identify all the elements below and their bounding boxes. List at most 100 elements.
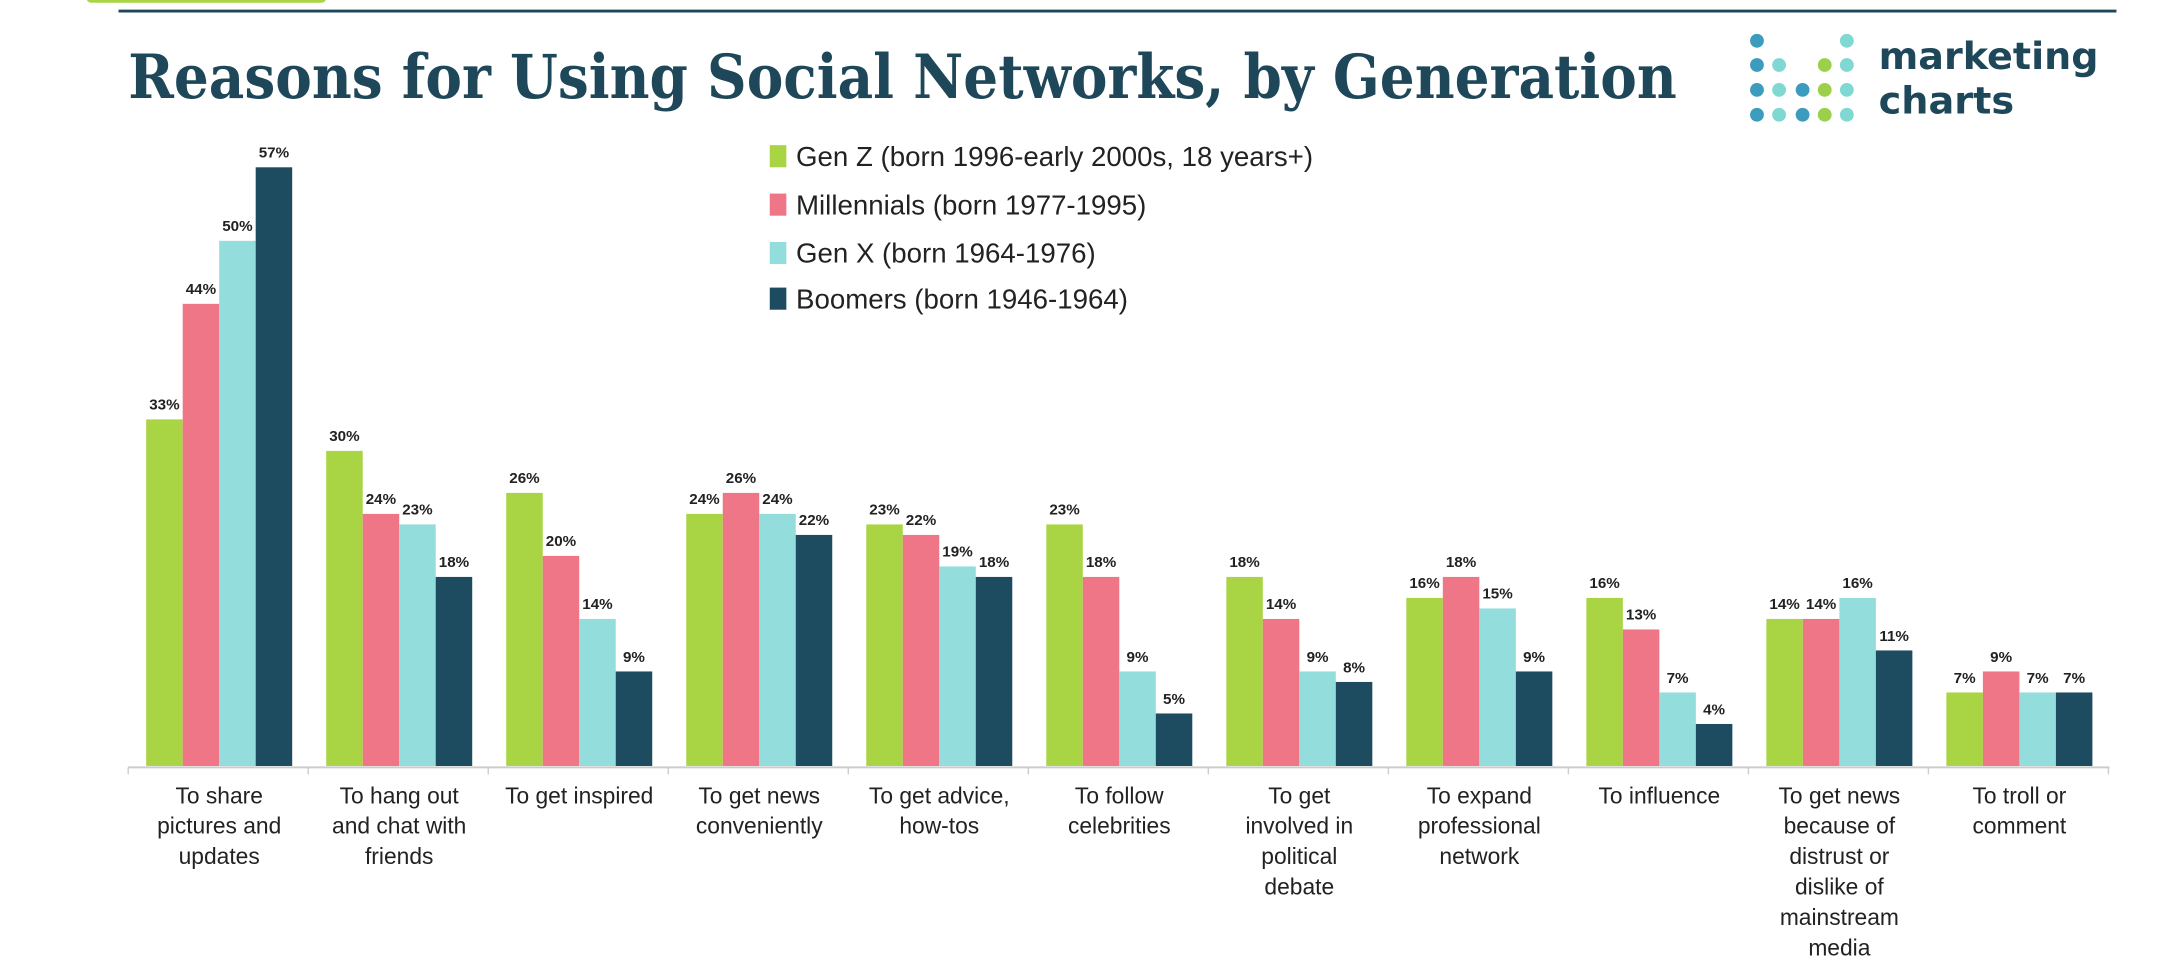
bar: [975, 576, 1013, 766]
data-label: 14%: [1806, 596, 1837, 613]
data-label: 24%: [689, 491, 720, 508]
category-label-line: To influence: [1599, 782, 1721, 808]
marketingcharts-logo: [1750, 33, 1854, 122]
data-label: 5%: [1163, 691, 1185, 708]
category-label-line: professional: [1418, 813, 1541, 839]
bar: [255, 167, 293, 766]
category-label-line: involved in: [1245, 813, 1353, 839]
bar: [1982, 671, 2020, 766]
data-label: 7%: [1667, 670, 1689, 687]
bar: [686, 513, 723, 766]
data-label: 18%: [1229, 554, 1260, 571]
bar: [1515, 671, 1553, 766]
category-label: To troll or comment: [1973, 782, 2067, 838]
data-label: 15%: [1482, 586, 1513, 603]
category-label-line: To get news: [1779, 782, 1901, 808]
bar: [1586, 597, 1623, 766]
bar: [219, 240, 256, 766]
bar: [1839, 597, 1876, 766]
bar: [939, 566, 976, 766]
data-label: 9%: [1127, 649, 1149, 666]
bar-group: 26% 20% 14% 9%: [506, 470, 653, 766]
bar-group: 7% 9% 7% 7%: [1946, 649, 2093, 766]
data-label: 16%: [1589, 575, 1620, 592]
data-label: 22%: [906, 512, 937, 529]
legend-item: Gen X (born 1964-1976): [769, 238, 1096, 269]
category-label-line: To get inspired: [505, 782, 653, 808]
category-label-line: pictures and: [157, 813, 281, 839]
legend-label: Gen Z (born 1996-early 2000s, 18 years+): [796, 141, 1313, 172]
bar: [1046, 524, 1083, 766]
category-label-line: To hang out: [340, 782, 460, 808]
bar: [615, 671, 653, 766]
data-label: 30%: [329, 428, 360, 445]
bar-group: 14% 14% 16% 11%: [1766, 575, 1913, 766]
category-label-line: media: [1808, 934, 1870, 960]
category-label-line: To follow: [1075, 782, 1164, 808]
bar: [722, 492, 760, 766]
bar: [1875, 650, 1913, 766]
bar-group: 16% 13% 7% 4%: [1586, 575, 1733, 766]
category-label-line: To share: [175, 782, 262, 808]
data-label: 19%: [942, 544, 973, 561]
bar: [1946, 692, 1983, 766]
data-label: 18%: [979, 554, 1010, 571]
category-label: To get involved in political debate: [1245, 782, 1353, 899]
bar: [1299, 671, 1336, 766]
data-label: 20%: [546, 533, 577, 550]
logo-dot: [1817, 58, 1832, 72]
data-label: 7%: [1954, 670, 1976, 687]
data-label: 57%: [259, 145, 290, 162]
legend-item: Boomers (born 1946-1964): [769, 283, 1128, 314]
data-label: 14%: [1769, 596, 1800, 613]
bar-group: 33% 44% 50% 57%: [146, 145, 293, 766]
bar: [506, 492, 543, 766]
category-label-line: To get news: [698, 782, 820, 808]
category-label: To get inspired: [505, 782, 653, 808]
data-label: 7%: [2027, 670, 2049, 687]
legend-label: Millennials (born 1977-1995): [796, 189, 1146, 220]
logo-dot: [1750, 82, 1764, 97]
bar: [435, 576, 473, 766]
bar: [759, 513, 796, 766]
data-label: 9%: [1307, 649, 1329, 666]
bar-group: 30% 24% 23% 18%: [326, 428, 473, 766]
category-label-line: because of: [1784, 813, 1896, 839]
bar: [1442, 576, 1480, 766]
bar: [182, 303, 220, 766]
legend-swatch: [769, 193, 787, 216]
bar: [542, 555, 580, 766]
logo-dot: [1839, 58, 1854, 72]
legend-item: Gen Z (born 1996-early 2000s, 18 years+): [769, 141, 1313, 172]
category-label-line: To get: [1268, 782, 1331, 808]
bar: [1479, 608, 1516, 766]
category-label-line: To troll or: [1973, 782, 2067, 808]
data-label: 13%: [1626, 607, 1657, 624]
data-label: 16%: [1842, 575, 1873, 592]
category-label-line: To expand: [1427, 782, 1532, 808]
category-label: To get advice, how-tos: [869, 782, 1010, 838]
data-label: 9%: [1523, 649, 1545, 666]
chart-title: Reasons for Using Social Networks, by Ge…: [128, 42, 1677, 113]
data-label: 7%: [2063, 670, 2085, 687]
bar: [902, 534, 940, 766]
data-label: 18%: [439, 554, 470, 571]
data-label: 23%: [869, 502, 900, 519]
bar: [1155, 713, 1193, 766]
logo-dot: [1817, 107, 1832, 122]
category-label: To follow celebrities: [1068, 782, 1171, 838]
data-label: 23%: [402, 502, 433, 519]
data-label: 8%: [1343, 659, 1365, 676]
logo-dot: [1772, 107, 1787, 122]
legend-label: Gen X (born 1964-1976): [796, 238, 1096, 269]
bar-group: 18% 14% 9% 8%: [1226, 554, 1373, 766]
bars: 33% 44% 50% 57% 30% 24% 23% 18% 26% 20% 14% 9% 24% 26…: [146, 145, 2093, 766]
data-label: 23%: [1049, 502, 1080, 519]
logo-text-line2: charts: [1879, 78, 2014, 122]
logo-dot: [1839, 82, 1854, 97]
legend-swatch: [769, 241, 787, 265]
legend-swatch: [769, 145, 787, 168]
logo-dot: [1750, 33, 1764, 48]
bar: [146, 419, 183, 766]
bar-group: 23% 22% 19% 18%: [866, 502, 1013, 766]
